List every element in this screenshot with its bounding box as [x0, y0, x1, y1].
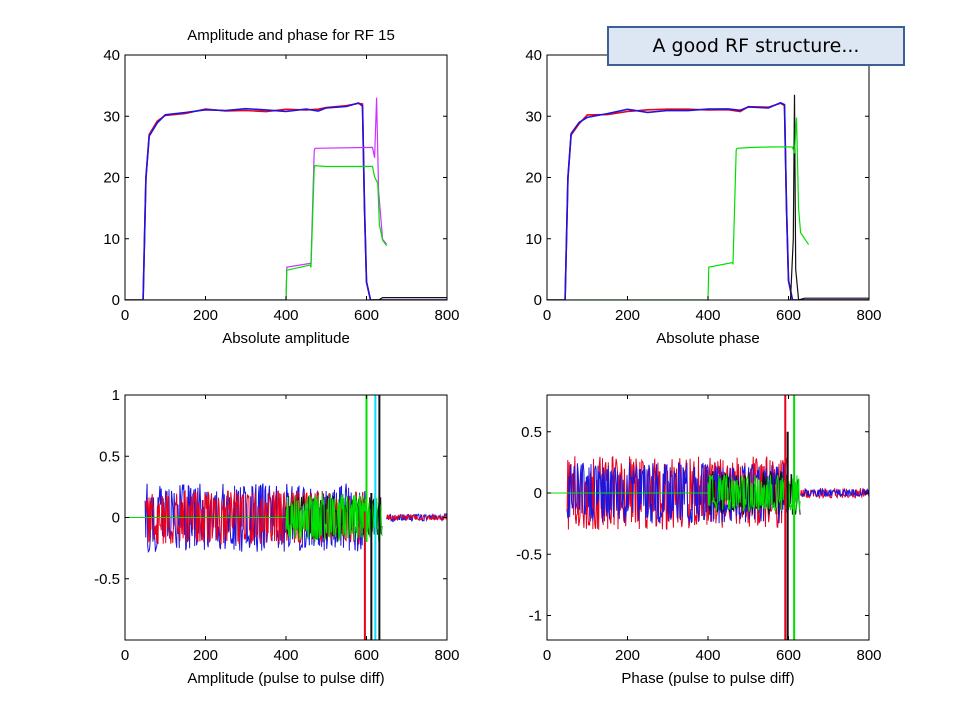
x-tick-label: 400	[273, 307, 298, 324]
noise-band-blue	[800, 487, 869, 498]
chart-panel-phase-diff: 0 200 400 600 800 -1 -0.5 0 0.5 Phase (pulse to p…	[516, 394, 882, 687]
annotation-callout: A good RF structure...	[607, 26, 905, 66]
y-tick-label: 0	[112, 510, 120, 527]
series-line-blue	[125, 102, 447, 300]
plot-area	[547, 94, 869, 300]
x-tick-label: 400	[695, 647, 720, 664]
x-tick-label: 600	[354, 307, 379, 324]
x-tick-label: 800	[856, 647, 881, 664]
y-tick-label: 10	[103, 231, 120, 248]
y-tick-label: -1	[529, 608, 542, 625]
series-line-black	[366, 297, 447, 300]
x-tick-label: 400	[273, 647, 298, 664]
axes-box	[546, 54, 870, 301]
y-tick-label: 0.5	[521, 424, 542, 441]
x-tick-label: 0	[121, 307, 129, 324]
y-tick-label: 0	[112, 292, 120, 309]
x-tick-label: 0	[121, 647, 129, 664]
y-tick-label: -0.5	[516, 546, 542, 563]
y-tick-label: -0.5	[94, 571, 120, 588]
chart-panel-absolute-amplitude: 0 200 400 600 800 0 10 20 30 40 Absolute amplitude…	[103, 27, 459, 347]
x-tick-label: 600	[776, 307, 801, 324]
x-axis-label: Amplitude (pulse to pulse diff)	[187, 670, 384, 687]
y-tick-label: 0	[534, 485, 542, 502]
noise-band-red	[144, 489, 367, 545]
plot-area	[125, 97, 447, 300]
x-axis-label: Absolute phase	[656, 330, 759, 347]
x-tick-label: 600	[354, 647, 379, 664]
y-tick-label: 20	[103, 170, 120, 187]
x-tick-label: 800	[856, 307, 881, 324]
x-tick-label: 200	[615, 307, 640, 324]
y-tick-label: 1	[112, 387, 120, 404]
chart-panel-amplitude-diff: 0 200 400 600 800 -0.5 0 0.5 1 Amplitude (pulse t…	[94, 387, 459, 687]
x-tick-label: 200	[193, 647, 218, 664]
series-line-red	[547, 102, 869, 300]
annotation-text: A good RF structure...	[652, 35, 860, 57]
x-axis-label: Absolute amplitude	[222, 330, 350, 347]
x-axis-label: Phase (pulse to pulse diff)	[621, 670, 794, 687]
series-line-red	[125, 102, 447, 300]
axes-box	[124, 54, 448, 301]
y-tick-label: 40	[103, 47, 120, 64]
series-line-magenta	[125, 97, 388, 300]
y-tick-label: 10	[525, 231, 542, 248]
noise-band-blue	[144, 483, 367, 553]
series-line-blue	[547, 101, 869, 300]
series-line-black	[788, 94, 869, 300]
x-tick-label: 0	[543, 647, 551, 664]
noise-band-blue	[566, 461, 789, 524]
y-tick-label: 0.5	[99, 448, 120, 465]
x-tick-label: 600	[776, 647, 801, 664]
plot-area	[547, 395, 869, 640]
x-tick-label: 400	[695, 307, 720, 324]
x-tick-label: 200	[193, 307, 218, 324]
x-tick-label: 0	[543, 307, 551, 324]
x-tick-label: 800	[434, 647, 459, 664]
y-tick-label: 30	[525, 108, 542, 125]
noise-band-green	[285, 493, 383, 542]
y-tick-label: 40	[525, 47, 542, 64]
y-tick-label: 30	[103, 108, 120, 125]
x-tick-label: 200	[615, 647, 640, 664]
chart-title: Amplitude and phase for RF 15	[187, 27, 395, 44]
series-line-green	[547, 117, 810, 300]
y-tick-label: 0	[534, 292, 542, 309]
noise-band-red	[386, 513, 447, 521]
plot-area	[125, 395, 447, 640]
series-line-green	[125, 164, 388, 300]
chart-panel-absolute-phase: 0 200 400 600 800 0 10 20 30 40 Absolute phase	[525, 47, 881, 347]
y-tick-label: 20	[525, 170, 542, 187]
x-tick-label: 800	[434, 307, 459, 324]
